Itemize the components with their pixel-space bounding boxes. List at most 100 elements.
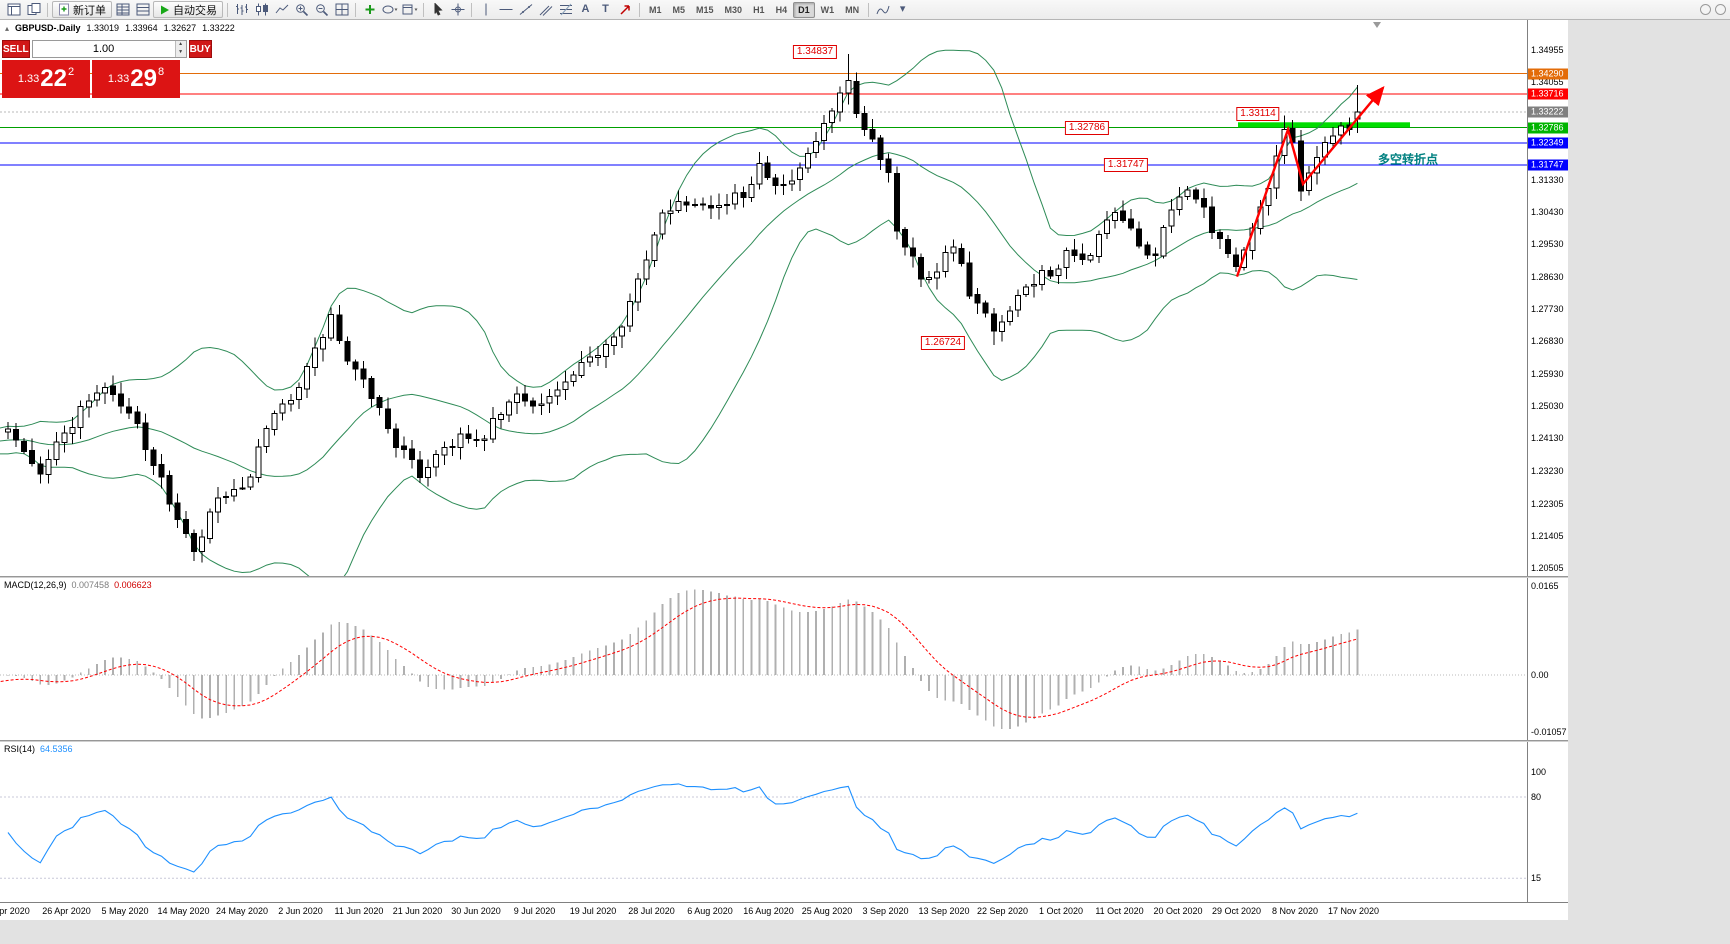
date-label: 1 Oct 2020 [1038,906,1084,916]
time-axis[interactable]: 5 Apr 2020 26 Apr 2020 5 May 2020 14 May 20… [0,902,1568,920]
axis-tick: 1.22305 [1531,498,1564,509]
date-label: 24 May 2020 [215,906,269,916]
macd-panel[interactable] [0,578,1527,740]
bars-chart-icon[interactable] [232,1,251,18]
rsi-label: RSI(14) 64.5356 [4,744,73,754]
autotrade-button[interactable]: 自动交易 [153,1,223,18]
one-click-toggle-icon[interactable]: ▴ [5,23,10,33]
timeframe-button-W1[interactable]: W1 [820,4,835,15]
new-chart-icon[interactable] [4,1,23,18]
timeframe-button-M5[interactable]: M5 [672,4,686,15]
rsi-panel[interactable] [0,742,1527,902]
timeframe-button-MN[interactable]: MN [845,4,860,15]
crosshair-icon[interactable] [448,1,467,18]
rsi-axis-tick: 15 [1531,873,1542,884]
sell-button[interactable]: SELL [2,40,30,58]
toolbar-overflow-icon-1[interactable] [1700,4,1711,15]
macd-axis-tick: -0.01057 [1531,727,1567,737]
date-label: 26 Apr 2020 [42,906,91,916]
new-order-button[interactable]: 新订单 [52,1,112,18]
candlestick-chart-icon[interactable] [252,1,271,18]
date-label: 16 Aug 2020 [743,906,794,916]
panel-separator[interactable] [0,740,1568,742]
indicator-list-icon[interactable] [873,1,892,18]
workspace-bottom-area [0,920,1730,944]
price-label-0[interactable]: 1.34837 [792,44,838,59]
date-label: 8 Nov 2020 [1271,906,1319,916]
toolbar-separator [355,2,356,17]
bollinger-band [0,219,1358,576]
timeframe-button-M30[interactable]: M30 [724,4,743,15]
toolbar-separator [471,2,472,17]
price-axis[interactable]: 1.34955 1.34055 1.31330 1.30430 1.29530 1.286… [1527,20,1568,902]
axis-tick: 1.23230 [1531,465,1564,476]
buy-price-display[interactable]: 1.33 29 8 [92,60,180,98]
toolbar-overflow-icon-2[interactable] [1715,4,1726,15]
main-price-chart[interactable] [0,20,1527,576]
timeframe-button-D1[interactable]: D1 [793,1,815,18]
date-label: 19 Jul 2020 [569,906,617,916]
fibonacci-icon[interactable] [556,1,575,18]
chart-window[interactable]: 1.34837 1.32786 1.33114 1.31747 1.26724 多空转折点… [0,20,1568,920]
price-label-2[interactable]: 1.33114 [1236,107,1280,122]
timeframe-button-M15[interactable]: M15 [696,4,714,15]
ohlc-close: 1.33222 [202,23,235,33]
new-order-icon [59,3,69,16]
indicators-add-icon[interactable] [360,1,379,18]
ohlc-open: 1.33019 [86,23,120,33]
timeframe-button-H1[interactable]: H1 [753,4,765,15]
axis-tick: 1.29530 [1531,239,1564,250]
trendline-icon[interactable] [516,1,535,18]
price-tag: 1.32349 [1528,137,1568,149]
price-label-4[interactable]: 1.26724 [920,335,966,350]
axis-tick: 1.28630 [1531,271,1564,282]
text-tool-icon[interactable]: A [581,3,590,15]
trend-arrow[interactable] [1235,85,1385,277]
axis-tick: 1.34955 [1531,44,1564,55]
axis-tick: 1.24130 [1531,433,1564,444]
date-label: 25 Aug 2020 [801,906,853,916]
panel-separator[interactable] [0,576,1568,578]
chart-annotation[interactable]: 多空转折点 [1378,152,1439,167]
macd-label: MACD(12,26,9) 0.007458 0.006623 [4,580,152,590]
market-watch-icon[interactable] [113,1,132,18]
price-label-1[interactable]: 1.32786 [1064,120,1110,135]
templates-icon[interactable] [400,1,419,18]
support-zone[interactable] [1238,122,1410,128]
sell-price-display[interactable]: 1.33 22 2 [2,60,90,98]
volume-input[interactable] [32,43,175,55]
tile-windows-icon[interactable] [332,1,351,18]
zoom-out-icon[interactable] [312,1,331,18]
zoom-in-icon[interactable] [292,1,311,18]
macd-axis-tick: 0.0165 [1531,581,1559,591]
chart-shift-marker[interactable] [1373,22,1381,28]
objects-icon[interactable] [380,1,399,18]
arrows-tool-icon[interactable] [616,1,635,18]
symbol-name: GBPUSD-.Daily [15,23,81,33]
axis-tick: 1.26830 [1531,336,1564,347]
text-label-icon[interactable]: T [602,3,609,15]
toolbar-dropdown-icon[interactable]: ▾ [899,3,906,15]
price-tag: 1.32786 [1528,122,1568,133]
equidistant-channel-icon[interactable] [536,1,555,18]
volume-down-icon[interactable]: ▼ [174,49,186,57]
cursor-icon[interactable] [428,1,447,18]
date-label: 30 Jun 2020 [451,906,501,916]
ohlc-high: 1.33964 [125,23,158,33]
vertical-line-icon[interactable] [476,1,495,18]
volume-up-icon[interactable]: ▲ [174,41,186,49]
rsi-value: 64.5356 [40,744,73,754]
timeframe-button-H4[interactable]: H4 [775,4,788,15]
date-label: 6 Aug 2020 [687,906,733,916]
buy-button[interactable]: BUY [188,40,212,58]
new-order-label: 新订单 [73,4,106,17]
line-chart-icon[interactable] [272,1,291,18]
rsi-axis-tick: 100 [1531,767,1547,777]
timeframe-button-M1[interactable]: M1 [649,4,662,15]
price-label-3[interactable]: 1.31747 [1103,157,1149,172]
horizontal-line-icon[interactable] [496,1,515,18]
data-window-icon[interactable] [133,1,152,18]
profiles-icon[interactable] [24,1,43,18]
buy-price-pips: 29 [130,65,157,92]
macd-value-main: 0.007458 [71,580,110,590]
